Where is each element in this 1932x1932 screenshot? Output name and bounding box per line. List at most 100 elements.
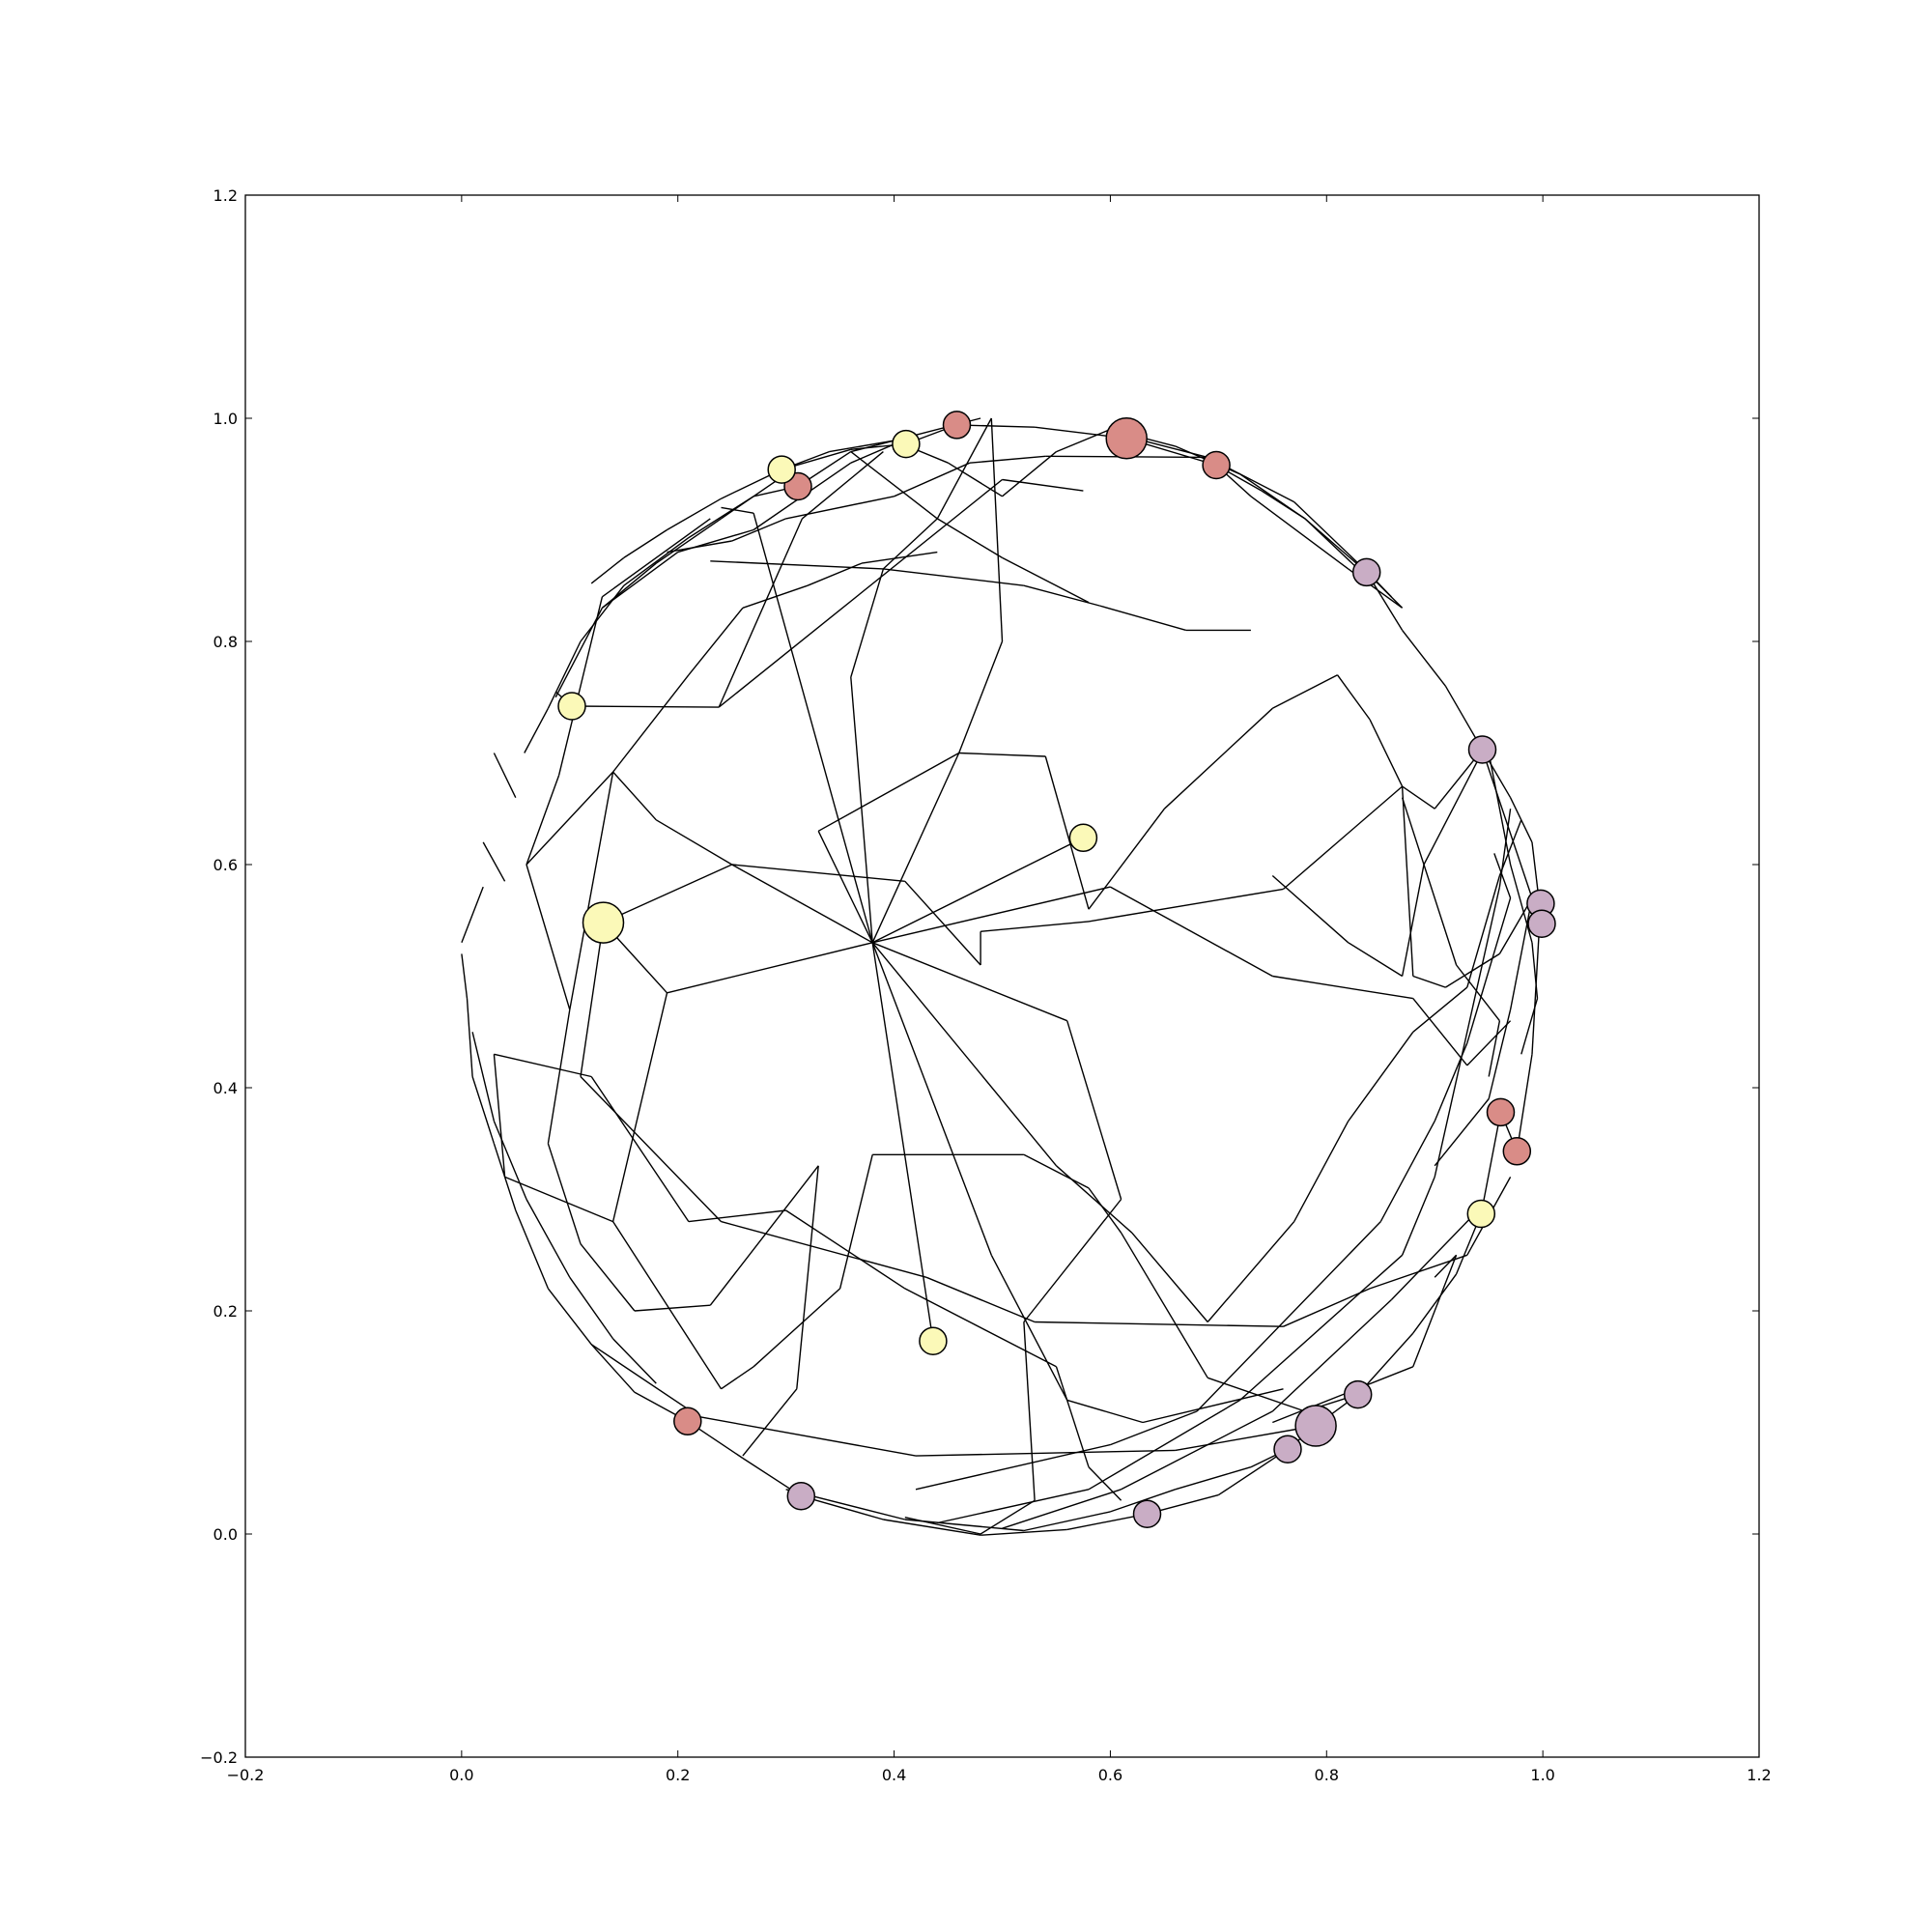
- edge-223: [698, 1416, 917, 1457]
- edge-235: [1239, 1254, 1404, 1401]
- y-tick-label: 0.0: [213, 1525, 238, 1544]
- node-red-0: [942, 411, 972, 440]
- edge-190: [1293, 1121, 1350, 1222]
- node-yellow-12: [1466, 1199, 1496, 1229]
- edge-88: [883, 568, 1024, 586]
- edge-94: [785, 496, 895, 520]
- edge-15: [524, 707, 550, 753]
- edge-145: [1498, 897, 1533, 954]
- edge-40: [547, 1288, 592, 1346]
- edge-35: [461, 953, 469, 999]
- edge-171: [612, 1221, 723, 1390]
- edge-234: [1088, 1399, 1241, 1491]
- edge-205: [547, 1009, 571, 1144]
- edge-54: [1412, 1273, 1458, 1334]
- edge-212: [526, 771, 614, 866]
- edge-126: [1044, 755, 1090, 910]
- edge-99: [1250, 496, 1350, 570]
- node-yellow-8: [767, 455, 796, 484]
- edge-198: [1023, 1321, 1036, 1501]
- edge-203: [601, 518, 711, 598]
- edge-181: [871, 942, 934, 1342]
- edge-256: [1488, 1020, 1501, 1077]
- x-tick-label: 0.0: [449, 1766, 473, 1784]
- edge-195: [871, 942, 1067, 1022]
- edge-117: [936, 417, 992, 520]
- edge-122: [721, 506, 754, 514]
- edge-191: [1348, 1031, 1414, 1122]
- edge-200: [904, 1517, 981, 1535]
- edge-118: [990, 417, 1004, 642]
- edge-139: [980, 921, 1090, 932]
- edge-17: [580, 584, 625, 642]
- edge-225: [1175, 1425, 1317, 1452]
- edge-162: [504, 1176, 613, 1223]
- node-purple-14: [1351, 557, 1381, 587]
- edge-231: [1466, 897, 1512, 1044]
- edge-185: [1142, 1388, 1284, 1424]
- x-tick-label: 0.6: [1098, 1766, 1122, 1784]
- edge-45: [801, 1495, 884, 1520]
- edge-80: [801, 451, 884, 520]
- edge-243: [1272, 1366, 1414, 1424]
- edge-16: [547, 640, 582, 709]
- edge-253: [1434, 1098, 1490, 1167]
- edge-143: [1412, 975, 1446, 988]
- y-tick-label: 0.8: [213, 633, 238, 651]
- edge-189: [1207, 1221, 1295, 1322]
- edge-204: [526, 864, 571, 1010]
- edge-241: [1271, 1298, 1392, 1412]
- edge-30: [655, 518, 722, 564]
- y-tick-label: 0.6: [213, 856, 238, 874]
- edge-249: [1271, 874, 1350, 944]
- network-nodes: [557, 411, 1556, 1528]
- y-tick-label: 0.2: [213, 1302, 238, 1321]
- y-tick-label: 1.0: [213, 410, 238, 428]
- node-purple-18: [1343, 1379, 1373, 1409]
- edge-142: [1401, 786, 1414, 977]
- edge-87: [710, 560, 884, 570]
- node-yellow-9: [557, 692, 586, 721]
- edge-111: [850, 451, 938, 520]
- edge-242: [1390, 1209, 1479, 1300]
- edge-2: [667, 497, 722, 531]
- edge-114: [882, 518, 938, 570]
- x-tick-label: 0.4: [882, 1766, 906, 1784]
- node-purple-17: [1527, 909, 1556, 938]
- edge-132: [1402, 785, 1435, 810]
- edge-166: [688, 1209, 786, 1223]
- x-tick-label: 1.2: [1747, 1766, 1771, 1784]
- edge-229: [1379, 1121, 1435, 1222]
- edge-128: [1163, 707, 1273, 810]
- edge-170: [1088, 1466, 1122, 1501]
- edge-167: [785, 1209, 906, 1290]
- edge-134: [871, 837, 1084, 944]
- edge-221: [569, 771, 614, 1010]
- edge-93: [731, 518, 786, 542]
- edge-83: [601, 552, 679, 609]
- edge-202: [557, 596, 604, 776]
- edge-0: [590, 556, 625, 584]
- y-tick-label: 0.4: [213, 1079, 238, 1097]
- edge-124: [817, 752, 960, 832]
- edge-105: [1002, 451, 1057, 497]
- x-tick-label: −0.2: [227, 1766, 265, 1784]
- edge-67: [471, 1032, 496, 1122]
- edge-226: [915, 1443, 1111, 1491]
- edge-219: [655, 819, 733, 866]
- edge-172: [721, 1366, 754, 1390]
- node-yellow-13: [919, 1326, 948, 1355]
- edge-196: [1066, 1020, 1122, 1200]
- edge-183: [990, 1254, 1068, 1401]
- edge-217: [861, 551, 938, 564]
- edge-210: [796, 1165, 819, 1389]
- edge-238: [1498, 809, 1512, 888]
- edge-168: [904, 1288, 1057, 1368]
- edge-209: [709, 1165, 819, 1306]
- edge-56: [1480, 1112, 1502, 1214]
- edge-28: [554, 607, 604, 698]
- edge-165: [590, 1076, 690, 1222]
- edge-240: [1121, 1410, 1273, 1491]
